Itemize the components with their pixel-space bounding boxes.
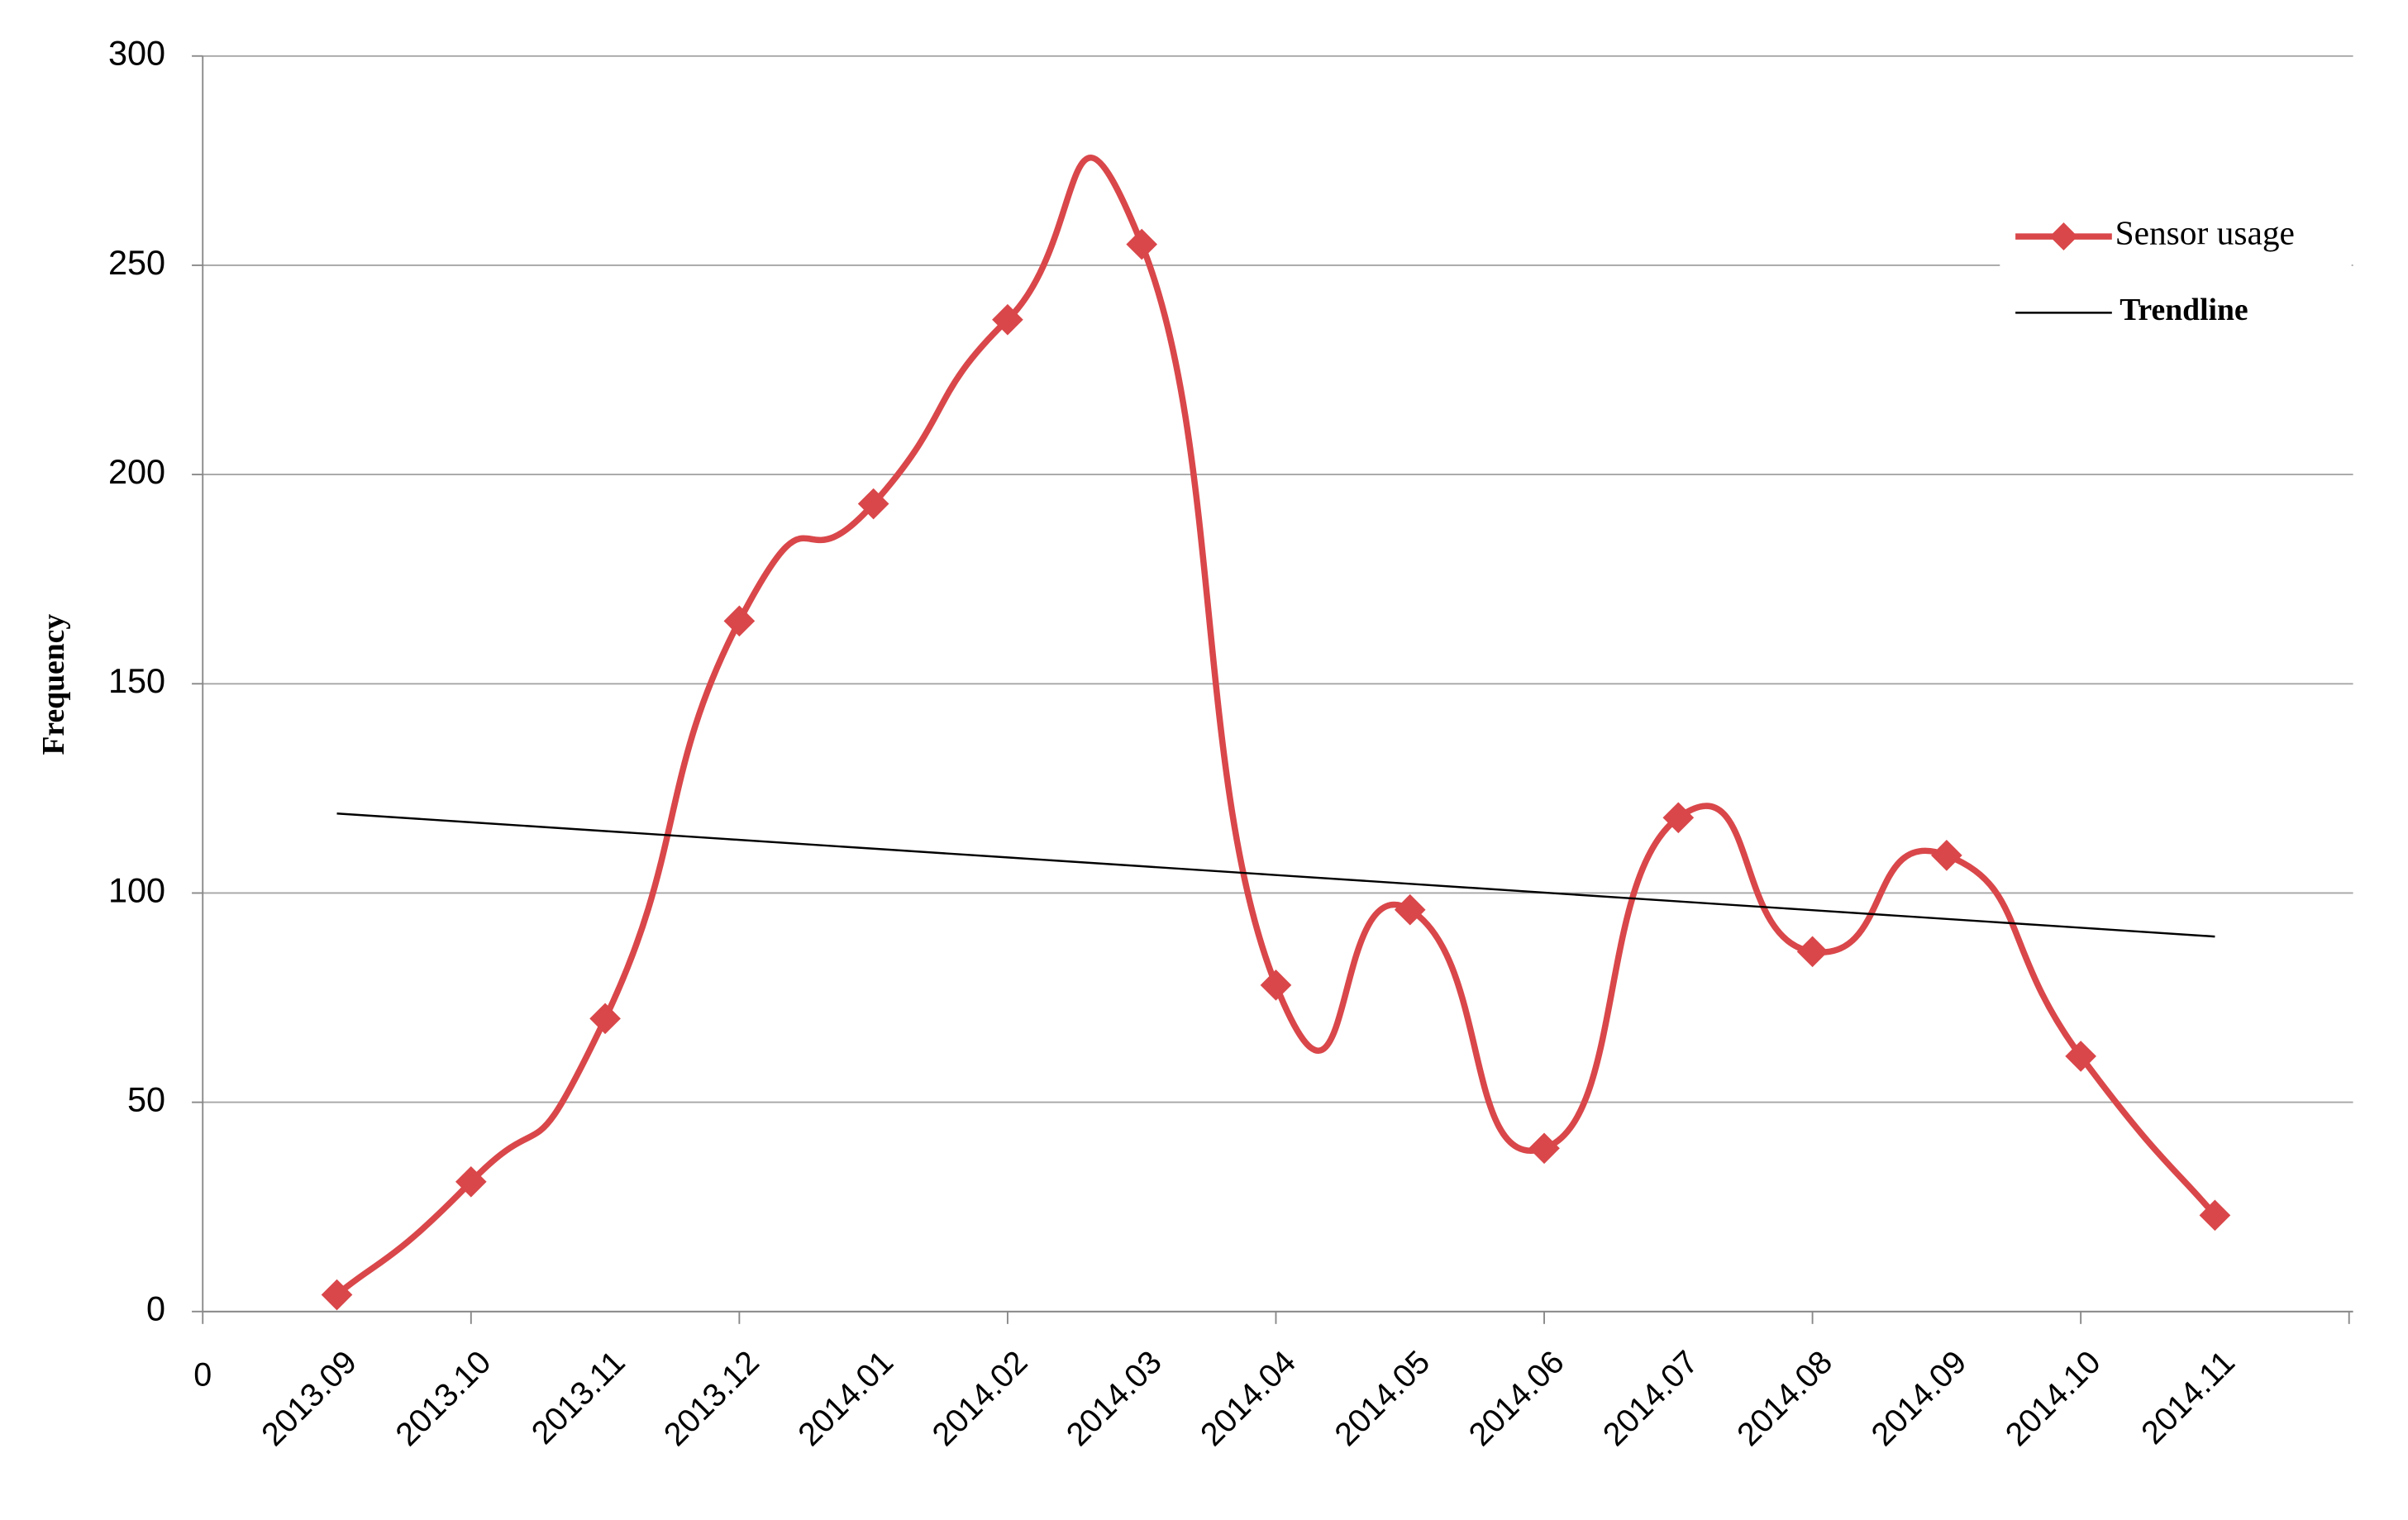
y-tick-label: 100 <box>108 871 165 909</box>
data-point <box>1260 970 1292 1001</box>
x-tick-label: 2013.09 <box>255 1344 364 1453</box>
legend-marker <box>2049 222 2078 251</box>
data-point <box>1796 936 1829 968</box>
y-tick-label: 150 <box>108 662 165 700</box>
x-tick-label: 2014.08 <box>1730 1344 1839 1453</box>
legend-label: Trendline <box>2120 293 2248 327</box>
x-tick-label: 2014.03 <box>1060 1344 1169 1453</box>
x-tick-label: 2013.12 <box>657 1344 766 1453</box>
data-point <box>723 605 756 637</box>
x-tick-label: 2014.02 <box>925 1344 1034 1453</box>
y-tick-label: 0 <box>146 1290 165 1328</box>
x-tick-label: 2014.10 <box>1999 1344 2108 1453</box>
data-point <box>321 1279 353 1311</box>
data-point <box>2199 1199 2231 1232</box>
series-line <box>335 155 2218 1298</box>
x-tick-label: 2014.05 <box>1328 1344 1437 1453</box>
x-tick-label: 2014.07 <box>1596 1344 1705 1453</box>
y-tick-label: 50 <box>127 1081 165 1119</box>
x-tick-label: 2014.06 <box>1461 1344 1571 1453</box>
data-point <box>589 1003 621 1035</box>
y-tick-label: 300 <box>108 35 165 73</box>
y-axis-label: Frequency <box>36 614 71 755</box>
y-tick-label: 200 <box>108 453 165 491</box>
series-line <box>336 812 2215 938</box>
data-point <box>455 1165 487 1198</box>
legend-label: Sensor usage <box>2115 214 2295 252</box>
data-point <box>2065 1041 2096 1072</box>
x-tick-label: 0 <box>193 1356 212 1393</box>
x-tick-label: 2013.11 <box>525 1344 632 1451</box>
x-tick-label: 2014.04 <box>1194 1344 1303 1453</box>
data-point <box>992 303 1023 336</box>
data-point <box>1126 228 1158 260</box>
x-tick-label: 2014.09 <box>1864 1344 1973 1453</box>
data-point <box>1394 893 1426 926</box>
x-tick-label: 2014.01 <box>791 1344 900 1453</box>
y-tick-label: 250 <box>108 244 165 282</box>
data-point <box>1528 1132 1560 1165</box>
data-point <box>1931 840 1962 871</box>
x-tick-label: 2014.11 <box>2134 1344 2242 1451</box>
data-point <box>1662 802 1695 834</box>
legend-background <box>2000 198 2352 349</box>
x-tick-label: 2013.10 <box>389 1344 498 1453</box>
